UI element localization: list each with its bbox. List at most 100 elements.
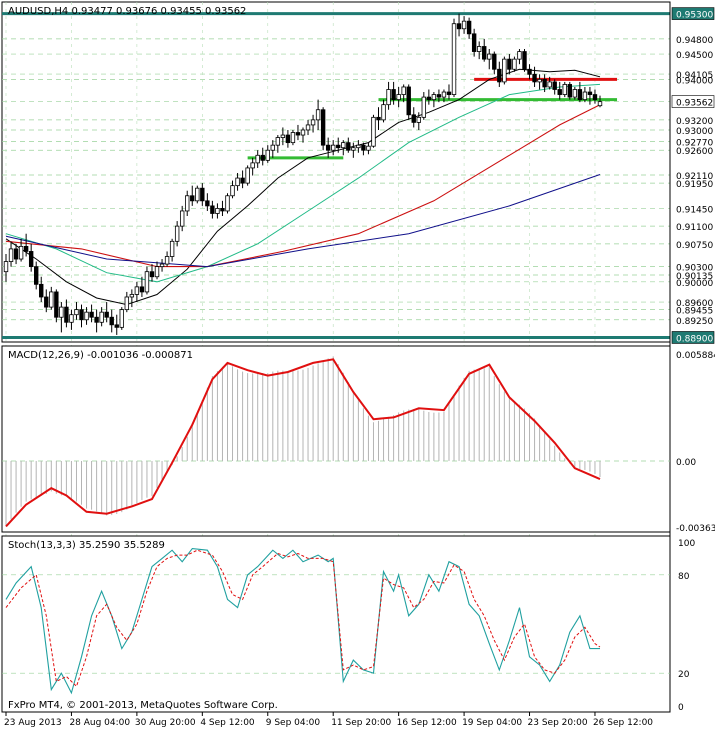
candle-body [487, 53, 492, 60]
candle-body [557, 89, 562, 95]
time-label: 16 Sep 12:00 [397, 718, 457, 728]
candle-body [391, 89, 396, 101]
candle-body [169, 240, 175, 257]
candle-body [381, 104, 386, 121]
ma-line [5, 104, 601, 268]
candle-body [265, 149, 270, 161]
price-label: 0.94105 [676, 71, 713, 81]
candle-body [421, 96, 427, 118]
candle-body [139, 286, 145, 293]
price-label: 0.90750 [676, 241, 713, 251]
candle-body [527, 68, 532, 75]
macd-signal-line [5, 358, 601, 528]
price-label: 0.91100 [676, 223, 713, 233]
candle-body [406, 86, 411, 116]
time-label: 11 Sep 20:00 [331, 718, 391, 728]
candle-body [315, 109, 321, 121]
candle-body [164, 256, 170, 265]
main-candles [3, 13, 603, 335]
candle-body [532, 73, 537, 83]
price-label: 0.94000 [676, 76, 713, 86]
candle-body [280, 134, 286, 138]
candle-body [597, 101, 603, 107]
candle-body [44, 296, 49, 308]
candle-body [336, 144, 341, 149]
candle-body [3, 261, 9, 273]
candle-body [59, 306, 64, 318]
candle-body [456, 23, 462, 30]
candle-body [205, 200, 210, 207]
price-label: 0.89250 [676, 317, 713, 327]
candle-body [300, 129, 306, 136]
candle-body [104, 311, 109, 318]
candle-body [320, 109, 326, 146]
ma-line [5, 174, 601, 268]
candle-body [195, 187, 200, 202]
candle-body [235, 177, 240, 187]
candle-body [245, 167, 250, 184]
candle-body [295, 132, 301, 136]
candle-body [159, 263, 165, 268]
candle-body [290, 132, 296, 144]
stoch-axis: 100 80 20 0 [678, 539, 695, 713]
candle-body [436, 94, 442, 98]
macd-axis-label: 0.00 [676, 458, 696, 468]
macd-header: MACD(12,26,9) -0.001036 -0.000871 [8, 350, 193, 361]
candle-body [507, 58, 512, 70]
time-label: 23 Sep 20:00 [528, 718, 588, 728]
candle-body [502, 58, 507, 83]
candle-body [89, 311, 94, 318]
candle-body [466, 20, 472, 35]
candle-body [154, 266, 160, 278]
candle-body [476, 46, 482, 52]
price-label: 0.90300 [676, 264, 713, 274]
price-label: 0.91950 [676, 180, 713, 190]
candle-body [386, 89, 391, 106]
price-label: 0.95300 [676, 11, 713, 21]
candle-body [582, 91, 588, 101]
price-label: 0.91450 [676, 205, 713, 215]
price-label: 0.92770 [676, 139, 713, 149]
time-label: 4 Sep 12:00 [200, 718, 255, 728]
stoch-lines [5, 548, 601, 695]
candle-body [572, 89, 578, 98]
candle-body [512, 58, 517, 70]
stoch-signal-line [5, 549, 601, 688]
candle-body [587, 91, 593, 95]
candle-body [179, 210, 185, 227]
candle-body [517, 51, 522, 60]
macd-signal-polyline [5, 358, 601, 528]
candle-body [285, 134, 291, 144]
price-label: 0.93200 [676, 117, 713, 127]
candle-body [331, 144, 336, 151]
time-axis: 23 Aug 2013 28 Aug 04:00 30 Aug 20:00 4 Sep… [2, 711, 670, 728]
price-marker [671, 7, 715, 20]
candle-body [200, 187, 205, 202]
candle-body [356, 144, 361, 149]
candle-body [18, 245, 24, 260]
price-label: 0.94800 [676, 36, 713, 46]
candle-body [13, 248, 19, 260]
candle-body [482, 46, 487, 60]
stoch-axis-label: 20 [678, 670, 690, 680]
candle-body [497, 68, 502, 83]
candle-body [250, 162, 255, 169]
candle-body [8, 248, 14, 262]
candle-body [346, 142, 351, 151]
candle-body [492, 53, 497, 70]
candle-body [351, 147, 356, 151]
candle-body [220, 208, 225, 212]
candle-body [552, 81, 557, 90]
candle-body [411, 114, 416, 123]
candle-body [260, 154, 265, 161]
price-label: 0.93000 [676, 127, 713, 137]
candle-body [34, 266, 39, 285]
footer-copyright: FxPro MT4, © 2001-2013, MetaQuotes Softw… [8, 700, 278, 711]
candle-body [230, 185, 235, 197]
candle-body [99, 311, 104, 323]
candle-body [275, 137, 281, 146]
candle-body [190, 195, 195, 202]
price-label: 0.92110 [676, 172, 713, 182]
